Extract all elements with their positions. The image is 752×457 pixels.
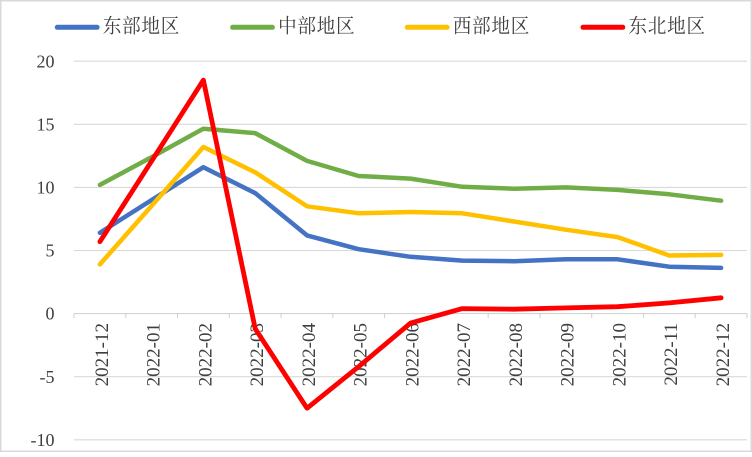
- svg-text:2022-08: 2022-08: [506, 323, 527, 386]
- svg-text:-10: -10: [31, 430, 55, 450]
- svg-text:2022-02: 2022-02: [195, 323, 216, 386]
- svg-text:2021-12: 2021-12: [92, 323, 113, 386]
- svg-text:10: 10: [37, 178, 55, 198]
- svg-text:2022-04: 2022-04: [299, 323, 320, 387]
- svg-text:2022-05: 2022-05: [351, 323, 372, 386]
- svg-text:20: 20: [37, 51, 55, 71]
- svg-text:2022-06: 2022-06: [402, 323, 423, 386]
- svg-text:2022-01: 2022-01: [144, 323, 165, 386]
- svg-text:0: 0: [46, 304, 55, 324]
- svg-text:5: 5: [46, 241, 55, 261]
- svg-text:2022-07: 2022-07: [454, 323, 475, 386]
- svg-text:15: 15: [37, 114, 55, 134]
- svg-text:2022-09: 2022-09: [558, 323, 579, 386]
- svg-text:-5: -5: [40, 367, 55, 387]
- svg-text:2022-12: 2022-12: [713, 323, 734, 386]
- svg-text:2022-10: 2022-10: [610, 323, 631, 386]
- svg-text:2022-11: 2022-11: [661, 323, 682, 386]
